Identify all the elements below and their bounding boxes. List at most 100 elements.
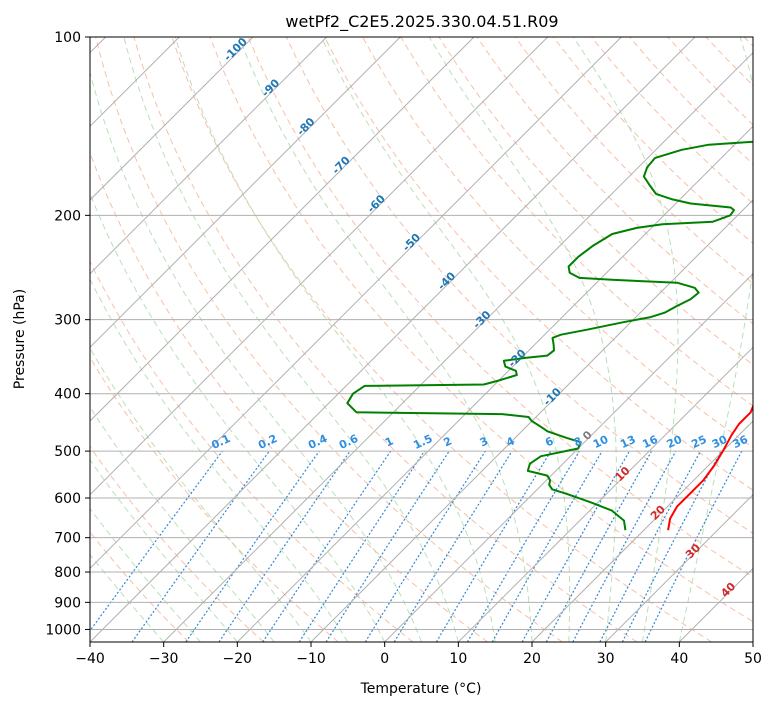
- mixing-ratio-line: [218, 450, 351, 642]
- dry-adiabat-label: -50: [400, 231, 423, 254]
- moist-adiabat-line: [90, 347, 312, 642]
- moist-adiabat-line: [90, 507, 201, 642]
- dry-adiabat-line: [285, 37, 753, 534]
- y-tick-label: 100: [54, 30, 81, 46]
- background-lines: [90, 37, 753, 642]
- x-tick-label: −40: [75, 651, 105, 667]
- temperature-line: [667, 403, 753, 531]
- x-tick-label: 10: [449, 651, 467, 667]
- plot-frame: [89, 36, 754, 643]
- mixing-ratio-line: [621, 450, 722, 642]
- dry-adiabat-label: -100: [221, 35, 250, 64]
- isotherm-line: [310, 199, 753, 642]
- mixing-ratio-line: [393, 450, 513, 642]
- y-tick-label: 300: [54, 313, 81, 329]
- dry-adiabat-label: -90: [259, 76, 282, 99]
- dry-adiabat-line: [514, 37, 753, 285]
- mixing-ratio-label: 3: [478, 434, 490, 449]
- dry-adiabat-line: [552, 37, 753, 244]
- mixing-ratio-label: 16: [640, 433, 660, 451]
- x-axis-label: Temperature (°C): [360, 681, 482, 697]
- x-tick-label: 30: [597, 651, 615, 667]
- mixing-ratio-line: [364, 450, 486, 642]
- mixing-ratio-line: [325, 450, 450, 642]
- mixing-ratio-line: [545, 450, 653, 642]
- y-tick-label: 800: [54, 565, 81, 581]
- moist-adiabat-line: [90, 278, 349, 642]
- y-tick-label: 500: [54, 444, 81, 460]
- moist-adiabat-line: [320, 37, 571, 642]
- x-tick-label: −20: [223, 651, 253, 667]
- dry-adiabat-label: -70: [330, 153, 353, 176]
- dry-adiabat-line: [90, 151, 488, 642]
- x-tick-label: −30: [149, 651, 179, 667]
- mixing-ratio-line: [185, 450, 320, 642]
- dry-adiabat-line: [324, 37, 753, 491]
- mixing-ratio-line: [466, 450, 580, 642]
- dry-adiabat-label: 40: [718, 580, 738, 600]
- x-tick-label: 20: [523, 651, 541, 667]
- x-tick-label: 50: [744, 651, 762, 667]
- y-tick-label: 900: [54, 595, 81, 611]
- chart-title: wetPf2_C2E5.2025.330.04.51.R09: [285, 12, 558, 32]
- isotherm-line: [605, 493, 753, 642]
- y-axis-label: Pressure (hPa): [12, 289, 28, 389]
- isotherm-line: [457, 346, 753, 642]
- y-tick-label: 1000: [45, 622, 81, 638]
- dry-adiabat-line: [247, 37, 753, 578]
- isotherm-line: [163, 51, 753, 642]
- dry-adiabat-line: [171, 37, 712, 642]
- isotherm-line: [90, 37, 696, 642]
- dry-adiabat-line: [209, 37, 753, 623]
- moist-adiabat-line: [428, 37, 617, 642]
- dry-adiabat-line: [705, 37, 753, 87]
- mixing-ratio-label: 25: [689, 433, 708, 451]
- mixing-ratio-label: 20: [665, 433, 685, 451]
- mixing-ratio-label: 36: [731, 433, 751, 451]
- moist-adiabat-line: [123, 37, 459, 642]
- y-tick-label: 200: [54, 208, 81, 224]
- dry-adiabat-label: -40: [435, 269, 458, 292]
- dry-adiabat-label: -60: [365, 192, 388, 215]
- mixing-ratio-line: [435, 450, 552, 642]
- dry-adiabat-label: -30: [470, 308, 493, 331]
- y-tick-label: 700: [54, 531, 81, 547]
- dry-adiabat-line: [95, 37, 563, 642]
- mixing-ratio-label: 10: [591, 433, 611, 451]
- mixing-ratio-line: [298, 450, 425, 642]
- isotherm-line: [90, 37, 328, 275]
- dry-adiabat-line: [90, 445, 264, 642]
- moist-adiabat-line: [90, 553, 165, 642]
- mixing-ratio-label: 30: [710, 433, 730, 451]
- axis-ticks: −40 −30 −20 −10 0 10 20 30 40 50 100 200 300 400 500 60…: [45, 30, 762, 667]
- mixing-ratio-line: [262, 450, 392, 642]
- moist-adiabat-line: [174, 37, 496, 642]
- moist-adiabat-line: [572, 37, 679, 642]
- mixing-ratio-line: [521, 450, 631, 642]
- isotherm-line: [90, 37, 401, 349]
- y-tick-label: 600: [54, 491, 81, 507]
- mixing-ratio-label: 2: [442, 434, 454, 449]
- dry-adiabat-line: [438, 37, 753, 366]
- mixing-ratio-label: 13: [618, 433, 637, 451]
- mixing-ratio-label: 0.4: [306, 432, 329, 452]
- moist-adiabat-line: [90, 406, 275, 642]
- x-tick-label: 40: [670, 651, 688, 667]
- grid-lines: [90, 37, 753, 642]
- moist-adiabat-line: [90, 459, 238, 642]
- moist-adiabat-line: [678, 37, 753, 642]
- moist-adiabat-line: [238, 37, 533, 642]
- isotherm-line: [90, 37, 549, 496]
- dry-adiabat-line: [476, 37, 753, 325]
- moist-adiabat-line: [90, 70, 422, 642]
- dry-adiabat-line: [743, 37, 753, 47]
- isotherm-line: [90, 37, 475, 422]
- mixing-ratio-line: [572, 450, 677, 642]
- dry-adiabat-line: [90, 531, 190, 642]
- dry-adiabat-line: [90, 260, 414, 642]
- dry-adiabat-label: 20: [648, 502, 668, 522]
- y-tick-label: 400: [54, 387, 81, 403]
- x-tick-label: −10: [296, 651, 326, 667]
- dewpoint-line: [346, 140, 753, 531]
